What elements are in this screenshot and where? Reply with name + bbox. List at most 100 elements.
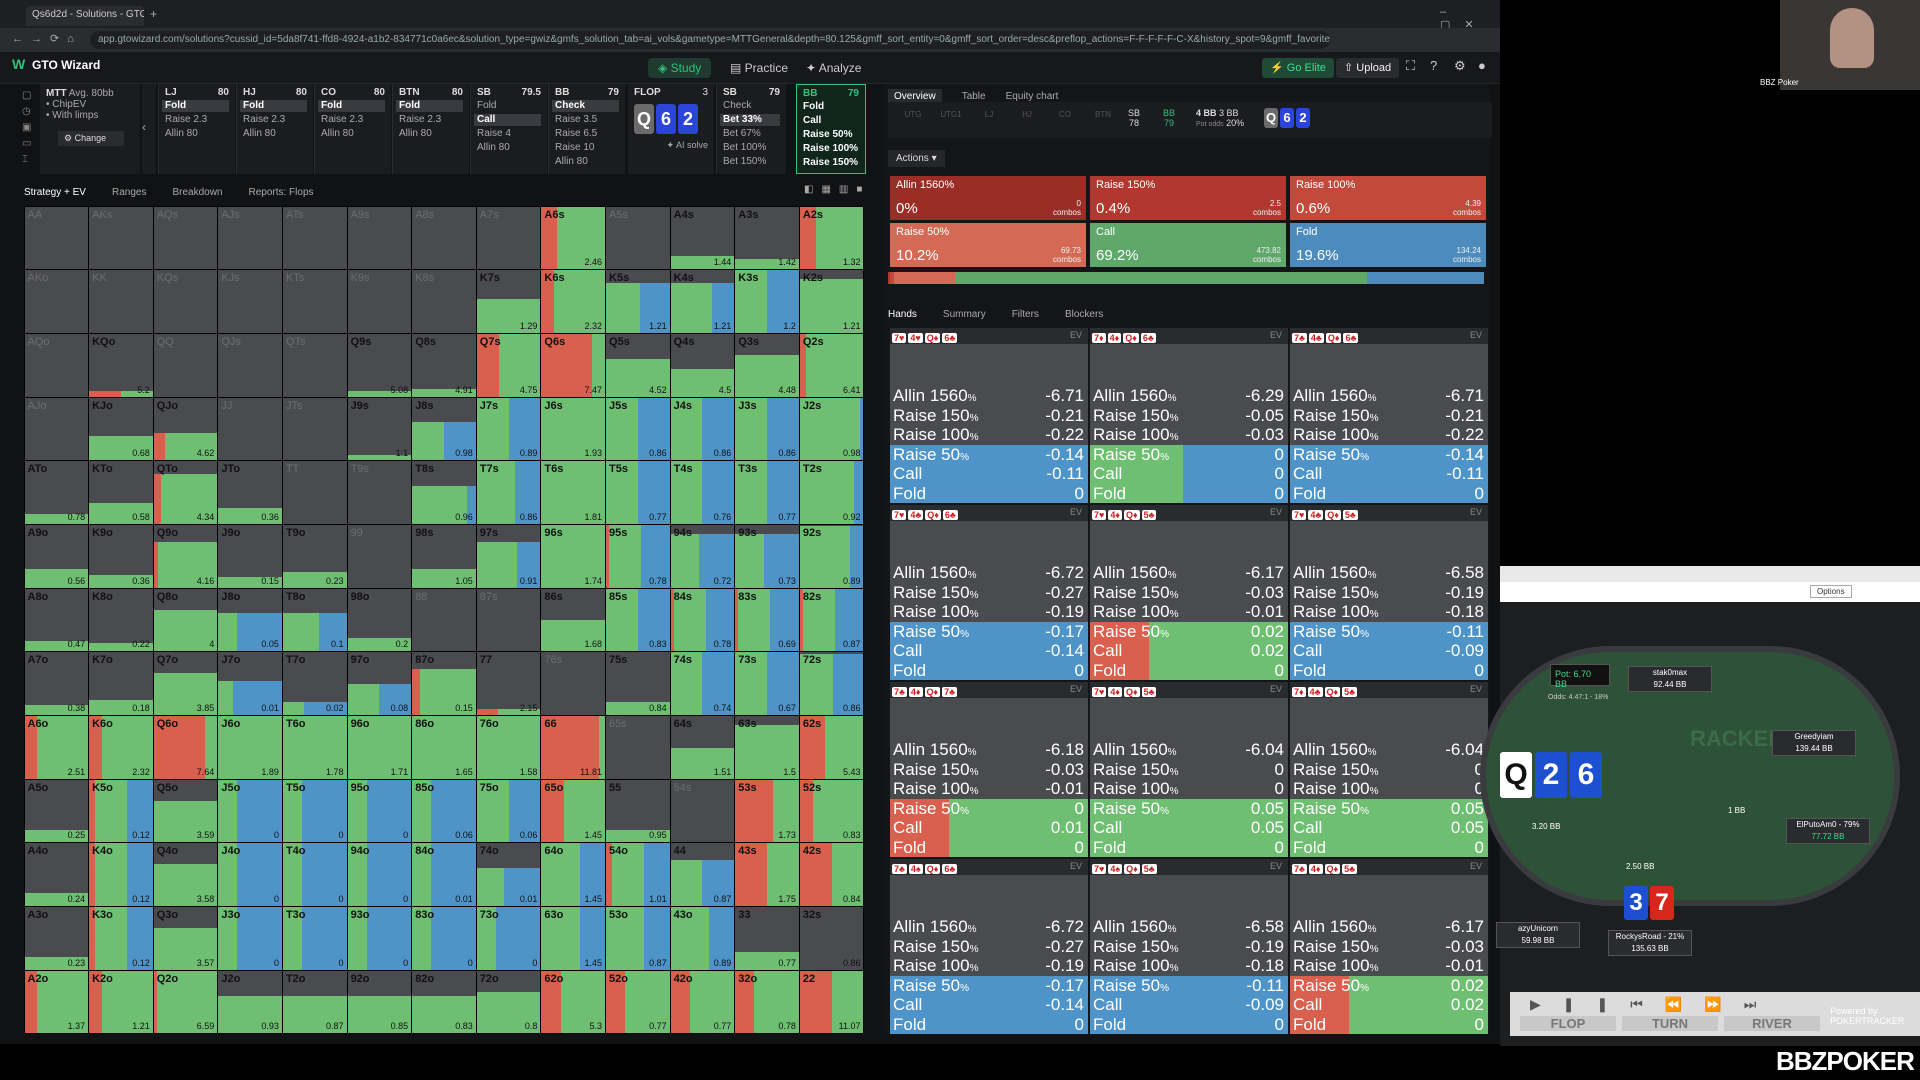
- hand-combo-card[interactable]: 7♥ 4♣ Q♦ 6♣ EV Allin 1560% -6.72 Raise 150% -0.2…: [890, 505, 1088, 680]
- player-seat[interactable]: azyUnicorn 59.98 BB: [1496, 922, 1580, 948]
- hand-cell[interactable]: K3o 0.12: [89, 907, 153, 970]
- action-tile[interactable]: Raise 100% 0.6% 4.39 combos: [1290, 176, 1486, 220]
- hand-cell[interactable]: A2s 1.32: [799, 206, 864, 270]
- hand-cell[interactable]: 63s 1.5: [735, 716, 799, 779]
- hand-cell[interactable]: T5o 0: [282, 779, 347, 843]
- hand-cell[interactable]: T3o 0: [282, 907, 347, 970]
- hand-cell[interactable]: 54o 1.01: [606, 843, 670, 907]
- position-action[interactable]: Allin 80: [555, 156, 588, 167]
- hand-cell[interactable]: K2o 1.21: [89, 970, 153, 1034]
- spot-position[interactable]: CO: [1059, 110, 1071, 119]
- position-action[interactable]: Allin 80: [165, 128, 198, 139]
- position-action[interactable]: Fold: [240, 100, 307, 112]
- hand-cell[interactable]: J3s 0.86: [735, 397, 799, 461]
- hand-cell[interactable]: 65s: [606, 716, 670, 779]
- hand-cell[interactable]: 64s 1.51: [670, 716, 735, 779]
- hand-cell[interactable]: A7o 0.38: [24, 652, 89, 716]
- hand-cell[interactable]: T9o 0.23: [282, 524, 347, 588]
- hand-cell[interactable]: 97o 0.08: [347, 652, 412, 716]
- hand-cell[interactable]: K7o 0.18: [89, 652, 153, 716]
- position-action[interactable]: Raise 2.3: [243, 114, 286, 125]
- street-button[interactable]: TURN: [1622, 1016, 1718, 1031]
- fullscreen-icon[interactable]: ⛶: [1406, 58, 1416, 73]
- hand-cell[interactable]: K7s 1.29: [476, 270, 541, 333]
- hand-cell[interactable]: T6o 1.78: [282, 716, 347, 779]
- hand-cell[interactable]: K3s 1.2: [735, 270, 799, 333]
- action-tile[interactable]: Call 69.2% 473.82 combos: [1090, 223, 1286, 267]
- hand-cell[interactable]: A3s 1.42: [735, 206, 799, 270]
- position-action[interactable]: Raise 3.5: [555, 114, 598, 125]
- hand-cell[interactable]: Q5o 3.59: [153, 779, 218, 843]
- street-button[interactable]: FLOP: [1520, 1016, 1616, 1031]
- position-action[interactable]: Fold: [318, 100, 385, 112]
- sb-node[interactable]: SB 79 Check Bet 33% Bet 67% Bet 100% Bet 150%: [716, 84, 786, 174]
- hand-cell[interactable]: J8o 0.05: [218, 588, 282, 652]
- position-action[interactable]: Allin 80: [477, 142, 510, 153]
- hand-cell[interactable]: 96s 1.74: [541, 524, 606, 588]
- hand-cell[interactable]: K9s: [347, 270, 412, 333]
- strategy-tab[interactable]: Breakdown: [172, 187, 223, 198]
- hand-combo-card[interactable]: 7♣ 4♦ Q♦ 5♣ EV Allin 1560% -6.17 Raise 150% -0.0…: [1290, 859, 1488, 1034]
- hand-cell[interactable]: 63o 1.45: [541, 907, 606, 970]
- hand-cell[interactable]: J7o 0.01: [218, 652, 282, 716]
- position-action[interactable]: Raise 2.3: [165, 114, 208, 125]
- change-button[interactable]: ⚙ Change: [58, 131, 124, 146]
- hand-cell[interactable]: Q7o 3.85: [153, 652, 218, 716]
- hand-cell[interactable]: AA: [24, 206, 89, 270]
- hand-cell[interactable]: Q8s 4.91: [412, 333, 476, 397]
- hand-cell[interactable]: A5s: [606, 206, 670, 270]
- hand-cell[interactable]: AKs: [89, 206, 153, 270]
- position-action[interactable]: Allin 80: [243, 128, 276, 139]
- hand-cell[interactable]: Q9s 5.08: [347, 333, 412, 397]
- spot-bb[interactable]: BB 79: [1163, 108, 1176, 128]
- actions-dropdown[interactable]: Actions ▾: [888, 150, 945, 167]
- position-lj[interactable]: LJ 80 Fold Raise 2.3 Allin 80: [158, 84, 235, 174]
- help-icon[interactable]: ?: [1430, 58, 1438, 73]
- hand-cell[interactable]: Q3s 4.48: [735, 333, 799, 397]
- browser-tab[interactable]: Qs6d2d - Solutions - GTO Wi...: [26, 6, 144, 26]
- nav-practice[interactable]: ▤ Practice: [730, 61, 789, 75]
- hand-cell[interactable]: K6s 2.32: [541, 270, 606, 333]
- hand-cell[interactable]: T7o 0.02: [282, 652, 347, 716]
- hand-cell[interactable]: 92o 0.85: [347, 970, 412, 1034]
- hand-combo-card[interactable]: 7♣ 4♣ Q♦ 6♣ EV Allin 1560% -6.71 Raise 150% -0.2…: [1290, 328, 1488, 503]
- hand-cell[interactable]: JTs: [282, 397, 347, 461]
- hand-cell[interactable]: 52s 0.83: [799, 779, 864, 843]
- hand-cell[interactable]: J5o 0: [218, 779, 282, 843]
- hand-cell[interactable]: Q5s 4.52: [606, 333, 670, 397]
- hand-cell[interactable]: AJo: [24, 397, 89, 461]
- node-action[interactable]: Bet 33%: [720, 114, 780, 126]
- hand-cell[interactable]: A9s: [347, 206, 412, 270]
- street-button[interactable]: RIVER: [1724, 1016, 1820, 1031]
- bottom-tab[interactable]: Blockers: [1064, 309, 1104, 320]
- node-action[interactable]: Call: [803, 115, 822, 126]
- node-action[interactable]: Raise 100%: [803, 143, 859, 154]
- hand-cell[interactable]: T6s 1.81: [541, 461, 606, 524]
- position-action[interactable]: Raise 10: [555, 142, 595, 153]
- hand-cell[interactable]: T9s: [347, 461, 412, 524]
- nav-arrows-icon[interactable]: ←→⟳⌂: [12, 33, 82, 45]
- position-action[interactable]: Allin 80: [321, 128, 354, 139]
- hand-cell[interactable]: J8s 0.98: [412, 397, 476, 461]
- hand-cell[interactable]: KQs: [153, 270, 218, 333]
- hand-cell[interactable]: 86o 1.65: [412, 716, 476, 779]
- hand-cell[interactable]: Q8o 4: [153, 588, 218, 652]
- hand-cell[interactable]: J9o 0.15: [218, 524, 282, 588]
- action-tile[interactable]: Raise 50% 10.2% 69.73 combos: [890, 223, 1086, 267]
- hand-cell[interactable]: 92s 0.89: [799, 524, 864, 588]
- strategy-tab[interactable]: Strategy + EV: [24, 187, 86, 198]
- hand-cell[interactable]: Q6s 7.47: [541, 333, 606, 397]
- options-button[interactable]: Options: [1810, 585, 1852, 598]
- hand-cell[interactable]: AQs: [153, 206, 218, 270]
- hand-cell[interactable]: J2o 0.93: [218, 970, 282, 1034]
- hand-cell[interactable]: 43o 0.89: [670, 907, 735, 970]
- hand-cell[interactable]: 94o 0: [347, 843, 412, 907]
- hand-cell[interactable]: A6s 2.46: [541, 206, 606, 270]
- spot-position[interactable]: HJ: [1022, 110, 1032, 119]
- spot-sb[interactable]: SB 78: [1128, 108, 1141, 128]
- hand-cell[interactable]: 64o 1.45: [541, 843, 606, 907]
- hand-cell[interactable]: J9s 1.1: [347, 397, 412, 461]
- position-action[interactable]: Raise 4: [477, 128, 511, 139]
- hand-combo-card[interactable]: 7♣ 4♦ Q♦ 7♣ EV Allin 1560% -6.18 Raise 150% -0.0…: [890, 682, 1088, 857]
